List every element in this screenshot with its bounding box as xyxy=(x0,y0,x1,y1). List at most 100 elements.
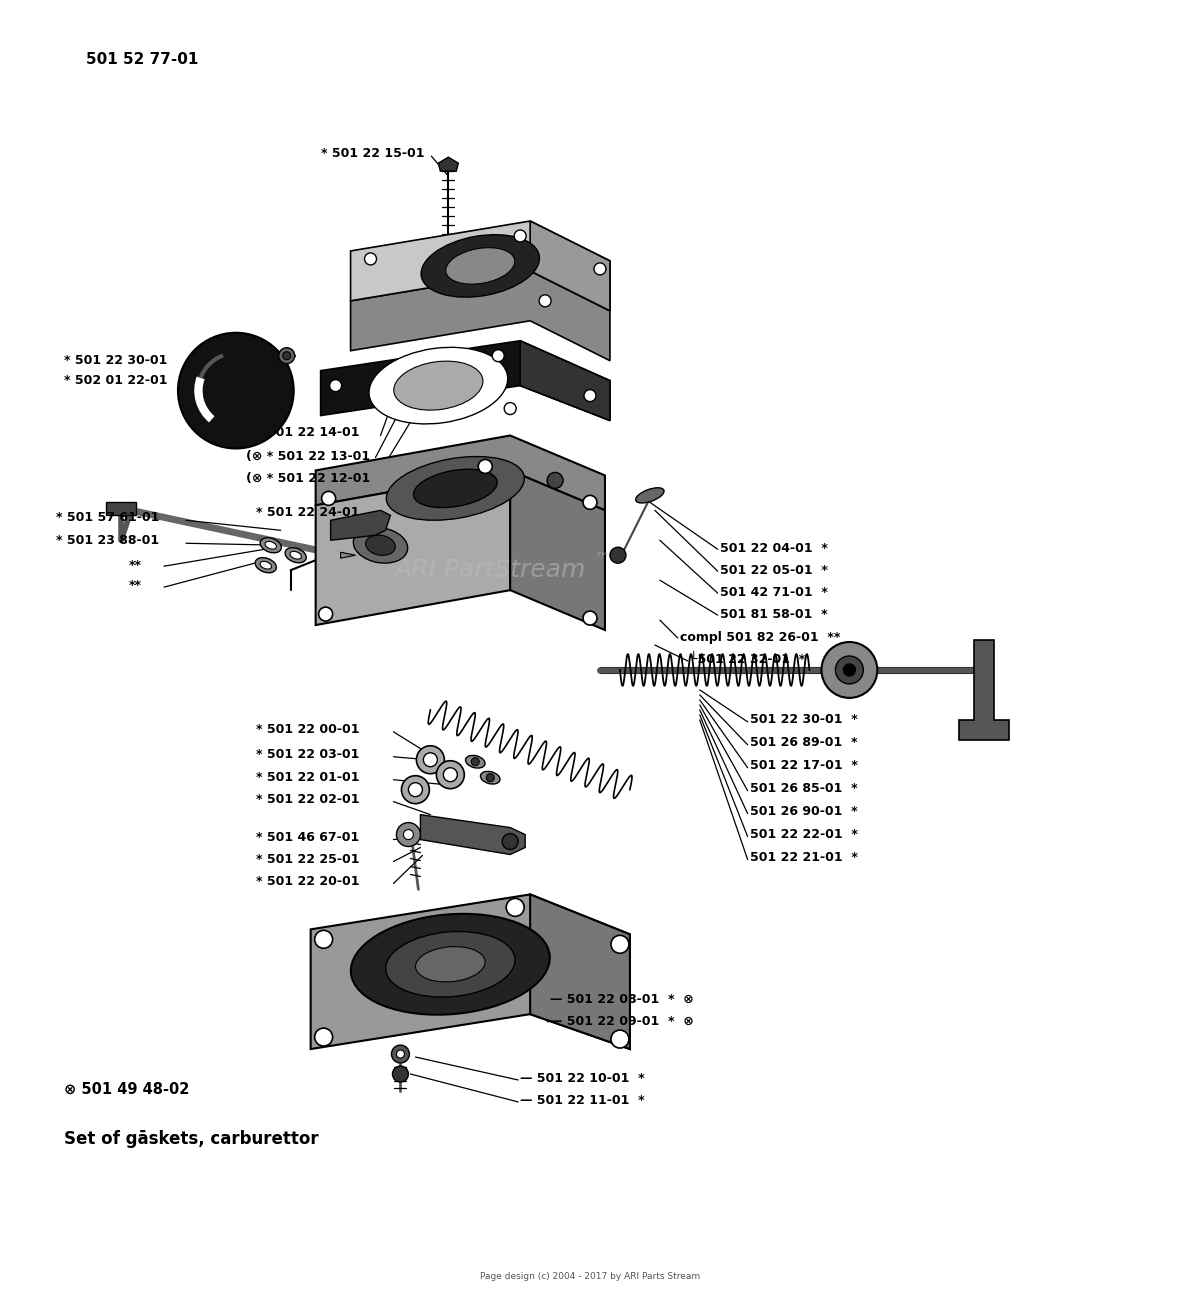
Text: compl 501 82 26-01  **: compl 501 82 26-01 ** xyxy=(680,630,840,643)
Circle shape xyxy=(404,829,413,840)
Polygon shape xyxy=(315,470,510,625)
Circle shape xyxy=(396,823,420,846)
Ellipse shape xyxy=(446,247,514,284)
Text: * 501 22 14-01: * 501 22 14-01 xyxy=(256,426,359,439)
Text: 501 26 89-01  *: 501 26 89-01 * xyxy=(749,737,857,749)
Text: **: ** xyxy=(129,578,142,591)
Circle shape xyxy=(315,931,333,948)
Ellipse shape xyxy=(415,947,485,982)
Text: 501 22 17-01  *: 501 22 17-01 * xyxy=(749,759,858,772)
Text: 501 26 85-01  *: 501 26 85-01 * xyxy=(749,783,857,796)
Circle shape xyxy=(548,473,563,488)
Text: ™: ™ xyxy=(595,551,610,565)
Circle shape xyxy=(365,253,376,264)
Text: **: ** xyxy=(129,559,142,572)
Text: 501 22 21-01  *: 501 22 21-01 * xyxy=(749,852,858,865)
Circle shape xyxy=(319,607,333,621)
Circle shape xyxy=(583,611,597,625)
Ellipse shape xyxy=(266,542,276,549)
Text: * 501 22 20-01: * 501 22 20-01 xyxy=(256,875,359,888)
Circle shape xyxy=(835,656,864,684)
Ellipse shape xyxy=(260,561,271,569)
Text: 501 22 05-01  *: 501 22 05-01 * xyxy=(720,564,827,577)
Circle shape xyxy=(610,547,625,564)
Text: * 501 46 67-01: * 501 46 67-01 xyxy=(256,831,359,844)
Text: 501 22 04-01  *: 501 22 04-01 * xyxy=(720,542,827,555)
Circle shape xyxy=(584,389,596,401)
Text: 501 81 58-01  *: 501 81 58-01 * xyxy=(720,608,827,621)
Ellipse shape xyxy=(466,755,485,768)
Polygon shape xyxy=(321,341,610,421)
Polygon shape xyxy=(530,221,610,311)
Circle shape xyxy=(329,380,341,392)
Text: * 501 57 61-01: * 501 57 61-01 xyxy=(57,510,159,523)
Circle shape xyxy=(315,1029,333,1046)
Circle shape xyxy=(408,783,422,797)
Ellipse shape xyxy=(394,361,483,410)
Circle shape xyxy=(506,898,524,917)
Polygon shape xyxy=(420,815,525,854)
Circle shape xyxy=(178,333,294,448)
Circle shape xyxy=(492,350,504,362)
Polygon shape xyxy=(330,510,391,540)
Circle shape xyxy=(437,760,464,789)
Circle shape xyxy=(478,460,492,474)
Text: Set of gāskets, carburettor: Set of gāskets, carburettor xyxy=(64,1130,319,1148)
Polygon shape xyxy=(530,894,630,1049)
Ellipse shape xyxy=(480,771,500,784)
Text: * 501 22 24-01: * 501 22 24-01 xyxy=(256,506,359,518)
Ellipse shape xyxy=(366,535,395,556)
Text: └501 22 32-01  *: └501 22 32-01 * xyxy=(690,654,805,667)
Ellipse shape xyxy=(386,457,524,521)
Polygon shape xyxy=(520,341,610,421)
Circle shape xyxy=(401,776,430,803)
Circle shape xyxy=(611,935,629,953)
Text: 501 22 22-01  *: 501 22 22-01 * xyxy=(749,828,858,841)
Text: 501 26 90-01  *: 501 26 90-01 * xyxy=(749,805,857,818)
Circle shape xyxy=(594,263,607,275)
Polygon shape xyxy=(341,552,355,559)
Text: 501 42 71-01  *: 501 42 71-01 * xyxy=(720,586,827,599)
Text: * 501 22 30-01: * 501 22 30-01 xyxy=(64,354,168,367)
Text: 501 52 77-01: 501 52 77-01 xyxy=(86,52,198,66)
Circle shape xyxy=(424,753,438,767)
Text: — 501 22 09-01  *  ⊗: — 501 22 09-01 * ⊗ xyxy=(550,1014,694,1027)
Ellipse shape xyxy=(260,538,281,553)
Text: * 501 22 01-01: * 501 22 01-01 xyxy=(256,771,359,784)
Circle shape xyxy=(583,495,597,509)
Circle shape xyxy=(396,1049,405,1059)
Circle shape xyxy=(283,352,290,359)
Ellipse shape xyxy=(421,234,539,297)
Circle shape xyxy=(821,642,877,698)
Text: Page design (c) 2004 - 2017 by ARI Parts Stream: Page design (c) 2004 - 2017 by ARI Parts… xyxy=(480,1272,700,1281)
Ellipse shape xyxy=(353,527,407,562)
Ellipse shape xyxy=(290,551,301,559)
Ellipse shape xyxy=(413,469,497,508)
Text: (⊗ * 501 22 12-01: (⊗ * 501 22 12-01 xyxy=(245,471,371,484)
Text: * 501 22 02-01: * 501 22 02-01 xyxy=(256,793,359,806)
Ellipse shape xyxy=(369,348,507,424)
Ellipse shape xyxy=(350,914,550,1014)
Circle shape xyxy=(611,1030,629,1048)
Circle shape xyxy=(392,1046,409,1062)
Polygon shape xyxy=(959,641,1009,740)
Text: (⊗ * 501 22 13-01: (⊗ * 501 22 13-01 xyxy=(245,450,371,464)
Polygon shape xyxy=(510,470,605,630)
Ellipse shape xyxy=(286,548,307,562)
Text: * 502 01 22-01: * 502 01 22-01 xyxy=(64,374,168,387)
Circle shape xyxy=(539,294,551,307)
Circle shape xyxy=(278,348,295,363)
Circle shape xyxy=(503,833,518,849)
Circle shape xyxy=(444,768,458,781)
Text: ⊗ 501 49 48-02: ⊗ 501 49 48-02 xyxy=(64,1082,190,1096)
Text: — 501 22 08-01  *  ⊗: — 501 22 08-01 * ⊗ xyxy=(550,992,694,1005)
Text: * 501 22 25-01: * 501 22 25-01 xyxy=(256,853,359,866)
Ellipse shape xyxy=(636,488,664,503)
Polygon shape xyxy=(315,435,605,510)
Text: — 501 22 10-01  *: — 501 22 10-01 * xyxy=(520,1073,644,1086)
Circle shape xyxy=(844,664,856,676)
Polygon shape xyxy=(350,221,610,311)
Text: — 501 22 11-01  *: — 501 22 11-01 * xyxy=(520,1095,644,1108)
Text: * 501 22 00-01: * 501 22 00-01 xyxy=(256,724,359,737)
Circle shape xyxy=(322,491,335,505)
